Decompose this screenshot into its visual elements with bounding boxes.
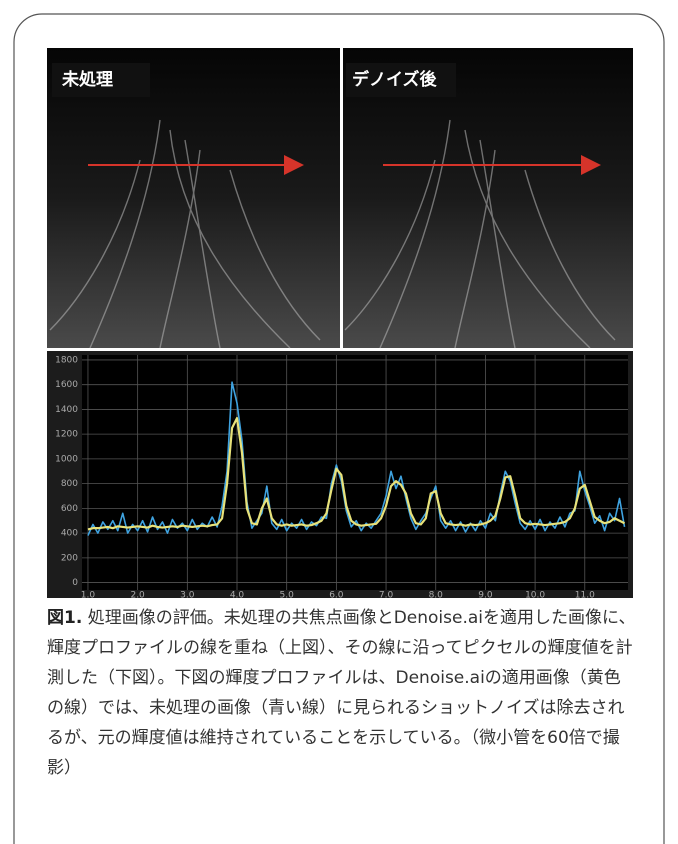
x-tick-label: 9.0 (478, 591, 493, 601)
x-tick-label: 2.0 (130, 591, 145, 601)
y-tick-label: 1800 (55, 355, 78, 365)
caption-label: 図1. (47, 608, 82, 628)
y-tick-label: 1400 (55, 405, 78, 415)
caption-text: 処理画像の評価。未処理の共焦点画像とDenoise.aiを適用した画像に、輝度プ… (47, 608, 636, 778)
y-tick-label: 1600 (55, 380, 78, 390)
x-tick-label: 10.0 (525, 591, 545, 601)
x-tick-label: 5.0 (280, 591, 295, 601)
image-label: デノイズ後 (352, 69, 437, 90)
x-tick-label: 11.0 (575, 591, 595, 601)
y-tick-label: 600 (61, 504, 78, 514)
x-tick-label: 6.0 (329, 591, 344, 601)
plot-area (82, 355, 628, 590)
image-label: 未処理 (61, 69, 113, 90)
y-tick-label: 1000 (55, 454, 78, 464)
y-tick-label: 1200 (55, 430, 78, 440)
y-tick-label: 200 (61, 553, 78, 563)
x-tick-label: 4.0 (230, 591, 245, 601)
x-tick-label: 7.0 (379, 591, 394, 601)
y-tick-label: 800 (61, 479, 78, 489)
page: 未処理 デノイズ後 0 200 400 600 800 1000 1200 1400 1600 1… (0, 0, 678, 844)
y-tick-label: 400 (61, 529, 78, 539)
caption: 図1. 処理画像の評価。未処理の共焦点画像とDenoise.aiを適用した画像に… (47, 603, 637, 783)
y-tick-label: 0 (72, 578, 78, 588)
x-tick-label: 3.0 (180, 591, 195, 601)
x-tick-label: 8.0 (429, 591, 444, 601)
x-tick-label: 1.0 (81, 591, 96, 601)
